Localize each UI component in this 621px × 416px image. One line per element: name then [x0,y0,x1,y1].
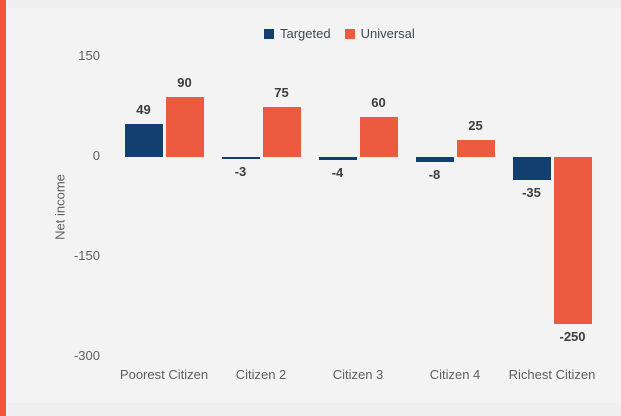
value-label: 49 [136,102,151,118]
bar-universal-0 [165,97,204,157]
legend-item-universal[interactable]: Universal [344,26,415,41]
value-label: -4 [331,164,344,180]
x-category-label: Poorest Citizen [119,367,209,382]
targeted-swatch [264,28,274,39]
value-label: -35 [522,185,541,201]
y-tick-label: 150 [78,48,100,63]
legend: Targeted Universal [264,26,415,41]
legend-item-targeted[interactable]: Targeted [264,26,331,41]
chart-paper [8,8,621,403]
value-label: 60 [371,95,386,110]
x-category-label: Citizen 2 [235,367,287,382]
value-label: -8 [428,167,441,183]
bar-targeted-4 [512,157,551,181]
value-label: -3 [234,164,247,179]
bar-universal-3 [456,140,495,157]
accent-stripe [0,0,6,416]
bar-targeted-0 [124,124,163,157]
y-axis-title: Net income [52,174,68,240]
x-category-label: Richest Citizen [508,367,596,382]
bar-targeted-2 [318,157,357,160]
legend-label-universal: Universal [360,26,415,41]
bar-targeted-3 [415,157,454,163]
value-label: -250 [559,328,586,344]
y-tick-label: 0 [92,148,100,163]
y-tick-label: -300 [73,348,100,363]
value-label: 90 [177,75,192,90]
bar-targeted-1 [221,157,260,159]
universal-swatch [344,28,355,39]
y-tick-label: -150 [73,248,100,263]
value-label: 25 [468,118,483,134]
bar-universal-1 [262,107,301,157]
x-category-label: Citizen 3 [332,367,384,382]
legend-label-targeted: Targeted [280,26,331,41]
value-label: 75 [274,85,289,100]
bar-universal-2 [359,117,398,157]
bar-universal-4 [553,157,592,324]
x-category-label: Citizen 4 [429,367,481,382]
